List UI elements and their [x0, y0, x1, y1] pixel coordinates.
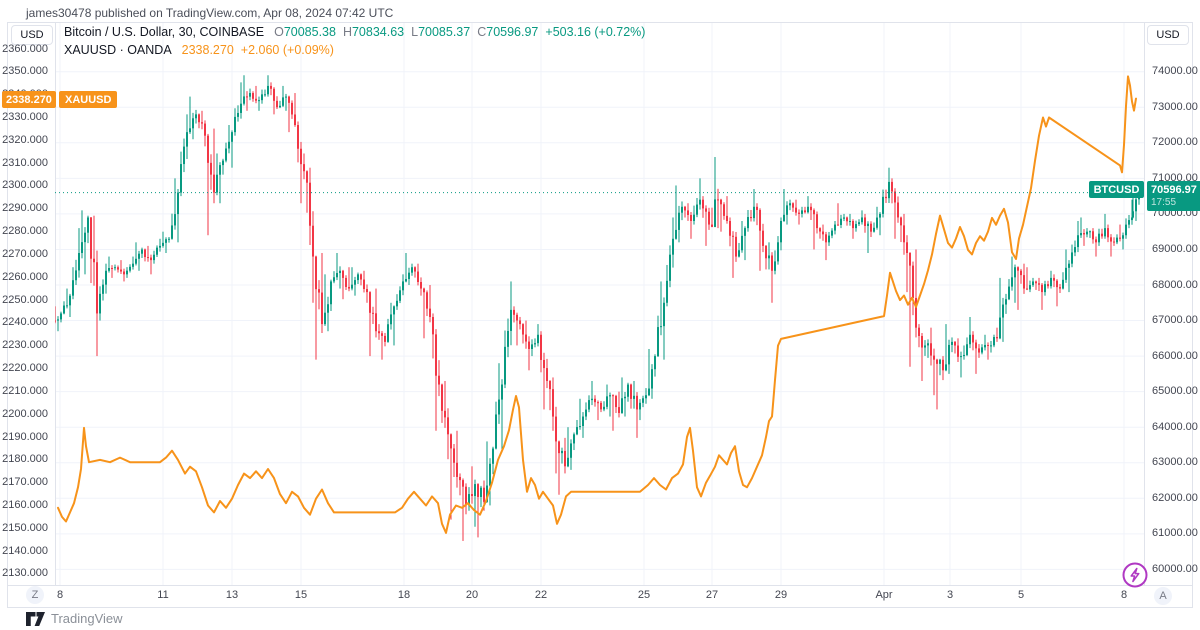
btc-candlestick-series: [55, 75, 1140, 541]
ohlc-high-value: 70834.63: [351, 25, 405, 39]
legend-row-btc[interactable]: Bitcoin / U.S. Dollar, 30, COINBASE O7008…: [64, 24, 645, 40]
right-price-tick: 65000.00: [1152, 385, 1198, 398]
ohlc-low-value: 70085.37: [418, 25, 471, 39]
left-price-tick: 2300.000: [2, 179, 48, 192]
right-price-tick: 71000.00: [1152, 171, 1198, 184]
left-price-tick: 2350.000: [2, 65, 48, 78]
left-axis-unit-button[interactable]: USD: [11, 25, 53, 45]
ohlc-low-label: L: [411, 25, 419, 39]
time-tick: 18: [397, 589, 411, 601]
bar-countdown: 17:55: [1151, 197, 1177, 208]
time-tick: 11: [157, 589, 169, 601]
btc-change: +503.16 (+0.72%): [545, 25, 646, 39]
left-price-tick: 2210.000: [2, 384, 48, 397]
time-tick: 27: [705, 589, 719, 601]
ohlc-open-value: 70085.38: [283, 25, 336, 39]
right-price-tick: 67000.00: [1152, 314, 1198, 327]
chart-borders: [7, 22, 1193, 608]
time-tick: 8: [56, 589, 64, 601]
right-price-tick: 62000.00: [1152, 491, 1198, 504]
right-price-tick: 68000.00: [1152, 278, 1198, 291]
left-price-tick: 2230.000: [2, 339, 48, 352]
gold-price-value: 2338.270: [181, 43, 234, 57]
gold-symbol-badge: XAUUSD: [59, 91, 118, 108]
ohlc-open-label: O: [274, 25, 284, 39]
time-tick: 8: [1120, 589, 1128, 601]
right-price-tick: 73000.00: [1152, 100, 1198, 113]
gold-series-title[interactable]: XAUUSD · OANDA: [64, 43, 172, 57]
time-tick: 20: [465, 589, 479, 601]
left-price-tick: 2270.000: [2, 247, 48, 260]
right-price-tick: 72000.00: [1152, 136, 1198, 149]
ohlc-high-label: H: [342, 25, 352, 39]
btc-symbol-badge: BTCUSD: [1089, 181, 1144, 198]
left-price-tick: 2310.000: [2, 156, 48, 169]
right-price-tick: 74000.00: [1152, 65, 1198, 78]
grid-lines: [55, 22, 1145, 585]
flash-icon[interactable]: [1120, 560, 1150, 590]
left-price-tick: 2320.000: [2, 133, 48, 146]
left-price-tick: 2260.000: [2, 270, 48, 283]
right-price-axis[interactable]: 74000.00 73000.00 72000.00 71000.00 70000.00…: [1145, 0, 1200, 585]
left-price-tick: 2160.000: [2, 499, 48, 512]
time-tick: 29: [774, 589, 788, 601]
left-price-tick: 2250.000: [2, 293, 48, 306]
gold-change: +2.060 (+0.09%): [240, 43, 334, 57]
right-price-tick: 63000.00: [1152, 456, 1198, 469]
left-price-tick: 2180.000: [2, 453, 48, 466]
time-tick: Apr: [875, 589, 893, 601]
autofit-button[interactable]: A: [1154, 587, 1172, 605]
left-price-tick: 2200.000: [2, 407, 48, 420]
ohlc-close-label: C: [477, 25, 487, 39]
right-price-tick: 60000.00: [1152, 562, 1198, 575]
right-price-tick: 69000.00: [1152, 242, 1198, 255]
left-price-tick: 2130.000: [2, 567, 48, 580]
tradingview-logo-text: TradingView: [51, 611, 123, 626]
gold-line-series: [57, 75, 1137, 534]
btc-last-price-badge: 70596.97 17:55: [1147, 181, 1200, 211]
chart-legend: Bitcoin / U.S. Dollar, 30, COINBASE O7008…: [64, 24, 645, 60]
tradingview-logo-mark: [26, 611, 45, 626]
left-price-tick: 2140.000: [2, 544, 48, 557]
left-price-tick: 2290.000: [2, 202, 48, 215]
btc-last-price: 70596.97: [1151, 184, 1197, 196]
left-price-tick: 2240.000: [2, 316, 48, 329]
time-tick: 25: [637, 589, 651, 601]
time-tick: 13: [225, 589, 239, 601]
time-tick: 22: [534, 589, 548, 601]
time-tick: 3: [946, 589, 954, 601]
gold-last-price-badge: 2338.270: [2, 91, 56, 108]
time-tick: 15: [294, 589, 308, 601]
right-price-tick: 66000.00: [1152, 349, 1198, 362]
left-price-tick: 2330.000: [2, 110, 48, 123]
left-price-tick: 2190.000: [2, 430, 48, 443]
ohlc-close-value: 70596.97: [486, 25, 539, 39]
right-axis-unit-button[interactable]: USD: [1147, 25, 1189, 45]
left-price-axis[interactable]: 2360.0002350.0002340.0002330.0002320.000…: [0, 0, 55, 585]
tradingview-logo[interactable]: TradingView: [26, 611, 123, 626]
left-price-tick: 2280.000: [2, 225, 48, 238]
timezone-button[interactable]: Z: [26, 586, 44, 604]
legend-row-gold[interactable]: XAUUSD · OANDA 2338.270 +2.060 (+0.09%): [64, 42, 645, 58]
right-price-tick: 64000.00: [1152, 420, 1198, 433]
btc-series-title[interactable]: Bitcoin / U.S. Dollar, 30, COINBASE: [64, 25, 265, 39]
time-tick: 5: [1017, 589, 1025, 601]
left-price-tick: 2220.000: [2, 362, 48, 375]
time-axis[interactable]: 8 11 13 15 18 20 22 25 27 29 Apr 3 5 8: [0, 589, 1200, 607]
left-price-tick: 2360.000: [2, 42, 48, 55]
left-price-tick: 2170.000: [2, 476, 48, 489]
left-price-tick: 2150.000: [2, 521, 48, 534]
attribution-text: james30478 published on TradingView.com,…: [26, 6, 394, 20]
right-price-tick: 61000.00: [1152, 527, 1198, 540]
